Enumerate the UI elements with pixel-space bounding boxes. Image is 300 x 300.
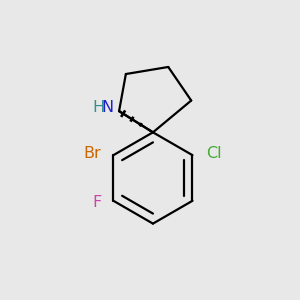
Text: Br: Br [83,146,101,161]
Text: F: F [93,195,102,210]
Text: H: H [93,100,105,115]
Text: Cl: Cl [206,146,221,161]
Text: N: N [102,100,114,115]
